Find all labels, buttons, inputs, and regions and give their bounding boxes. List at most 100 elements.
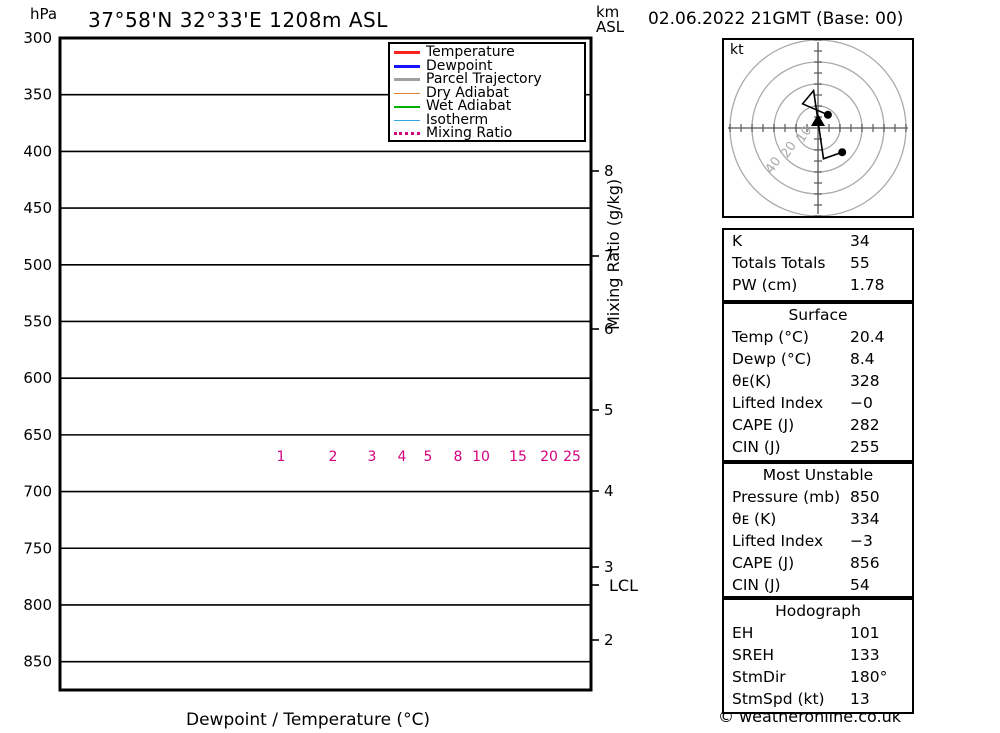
pressure-tick-label: 650	[23, 426, 52, 444]
index-value: 255	[850, 438, 880, 456]
pressure-tick-label: 850	[23, 653, 52, 671]
index-label: θᴇ (K)	[732, 510, 777, 528]
index-row: CIN (J) 255	[724, 436, 912, 458]
index-value: 1.78	[850, 276, 885, 294]
surface-panel: Surface Temp (°C) 20.4 Dewp (°C) 8.4 θᴇ(K) 328…	[722, 302, 914, 462]
index-value: 13	[850, 690, 870, 708]
mixing-ratio-label: 15	[509, 449, 527, 465]
hodograph-endpoint	[838, 148, 847, 157]
index-label: StmDir	[732, 668, 786, 686]
index-label: Lifted Index	[732, 394, 824, 412]
index-value: 54	[850, 576, 870, 594]
mixing-ratio-axis-title: Mixing Ratio (g/kg)	[604, 178, 623, 330]
pressure-tick-label: 300	[23, 29, 52, 47]
index-label: CAPE (J)	[732, 416, 795, 434]
index-row: Lifted Index −0	[724, 392, 912, 414]
pressure-tick-label: 600	[23, 369, 52, 387]
hodograph-section-title: Hodograph	[775, 602, 861, 620]
index-label: StmSpd (kt)	[732, 690, 825, 708]
pressure-tick-label: 700	[23, 483, 52, 501]
legend-item-dewpoint: Dewpoint	[394, 57, 584, 74]
height-tick-label: 5	[604, 401, 614, 419]
index-row: Lifted Index −3	[724, 530, 912, 552]
mixing-ratio-label: 8	[454, 449, 463, 465]
date-title: 02.06.2022 21GMT (Base: 00)	[648, 9, 904, 29]
legend-label: Dewpoint	[426, 57, 493, 74]
legend-label: Wet Adiabat	[426, 98, 512, 115]
pressure-tick-label: 350	[23, 86, 52, 104]
index-label: Pressure (mb)	[732, 488, 841, 506]
index-label: EH	[732, 624, 754, 642]
mixing-ratio-label: 4	[398, 449, 407, 465]
index-row: StmDir 180°	[724, 666, 912, 688]
index-value: 20.4	[850, 328, 885, 346]
index-label: Temp (°C)	[732, 328, 809, 346]
height-tick-label: 6	[604, 320, 614, 338]
index-row: Dewp (°C) 8.4	[724, 348, 912, 370]
index-label: Dewp (°C)	[732, 350, 812, 368]
mixing-ratio-label: 25	[563, 449, 581, 465]
legend-item-wet-adiabat: Wet Adiabat	[394, 98, 584, 115]
height-tick-label: 4	[604, 482, 614, 500]
station-title: 37°58'N 32°33'E 1208m ASL	[88, 8, 388, 32]
index-label: CAPE (J)	[732, 554, 795, 572]
index-value: 101	[850, 624, 880, 642]
legend-swatch	[394, 78, 420, 82]
index-row: Temp (°C) 20.4	[724, 326, 912, 348]
pressure-tick-label: 550	[23, 312, 52, 330]
height-unit-label: km ASL	[596, 5, 624, 35]
height-tick-label: 8	[604, 162, 614, 180]
surface-section-title: Surface	[788, 306, 848, 324]
index-value: 850	[850, 488, 880, 506]
index-row: K 34	[724, 230, 912, 252]
index-row: Pressure (mb) 850	[724, 486, 912, 508]
index-label: PW (cm)	[732, 276, 798, 294]
height-unit-km: km	[596, 3, 620, 21]
hodograph-trace	[801, 88, 843, 160]
legend-swatch	[394, 92, 420, 94]
height-tick-label: 2	[604, 631, 614, 649]
index-label: K	[732, 232, 743, 250]
index-row: EH 101	[724, 622, 912, 644]
height-tick-label: 3	[604, 558, 614, 576]
legend-swatch	[394, 106, 420, 108]
pressure-unit-label: hPa	[30, 5, 58, 23]
most-unstable-section-title: Most Unstable	[762, 466, 874, 484]
legend-label: Mixing Ratio	[426, 125, 513, 142]
legend-swatch	[394, 51, 420, 55]
index-row: Totals Totals 55	[724, 252, 912, 274]
pressure-tick-label: 500	[23, 256, 52, 274]
index-value: 55	[850, 254, 870, 272]
index-label: CIN (J)	[732, 576, 781, 594]
index-row: PW (cm) 1.78	[724, 274, 912, 296]
pressure-tick-label: 400	[23, 142, 52, 160]
index-row: θᴇ (K) 334	[724, 508, 912, 530]
legend-item-mixing-ratio: Mixing Ratio	[394, 125, 584, 142]
mixing-ratio-label: 20	[540, 449, 558, 465]
pressure-tick-label: 800	[23, 596, 52, 614]
index-value: 328	[850, 372, 880, 390]
index-row: CIN (J) 54	[724, 574, 912, 596]
legend-item-parcel-trajectory: Parcel Trajectory	[394, 71, 584, 88]
index-value: 133	[850, 646, 880, 664]
mixing-ratio-label: 3	[368, 449, 377, 465]
index-value: 34	[850, 232, 870, 250]
lcl-label: LCL	[609, 576, 638, 595]
pressure-tick-label: 450	[23, 199, 52, 217]
height-unit-asl: ASL	[596, 18, 625, 36]
index-label: Lifted Index	[732, 532, 824, 550]
x-axis-title: Dewpoint / Temperature (°C)	[186, 710, 431, 730]
most-unstable-panel: Most Unstable Pressure (mb) 850 θᴇ (K) 334 Li…	[722, 462, 914, 598]
index-value: 8.4	[850, 350, 875, 368]
mixing-ratio-label: 2	[329, 449, 338, 465]
storm-motion-marker	[811, 114, 825, 126]
mixing-ratio-label: 1	[277, 449, 286, 465]
index-label: θᴇ(K)	[732, 372, 772, 390]
legend-label: Isotherm	[426, 111, 489, 128]
legend-label: Parcel Trajectory	[426, 71, 542, 88]
legend-swatch	[394, 64, 420, 68]
index-value: −0	[850, 394, 873, 412]
index-value: 856	[850, 554, 880, 572]
legend-swatch	[394, 119, 420, 121]
